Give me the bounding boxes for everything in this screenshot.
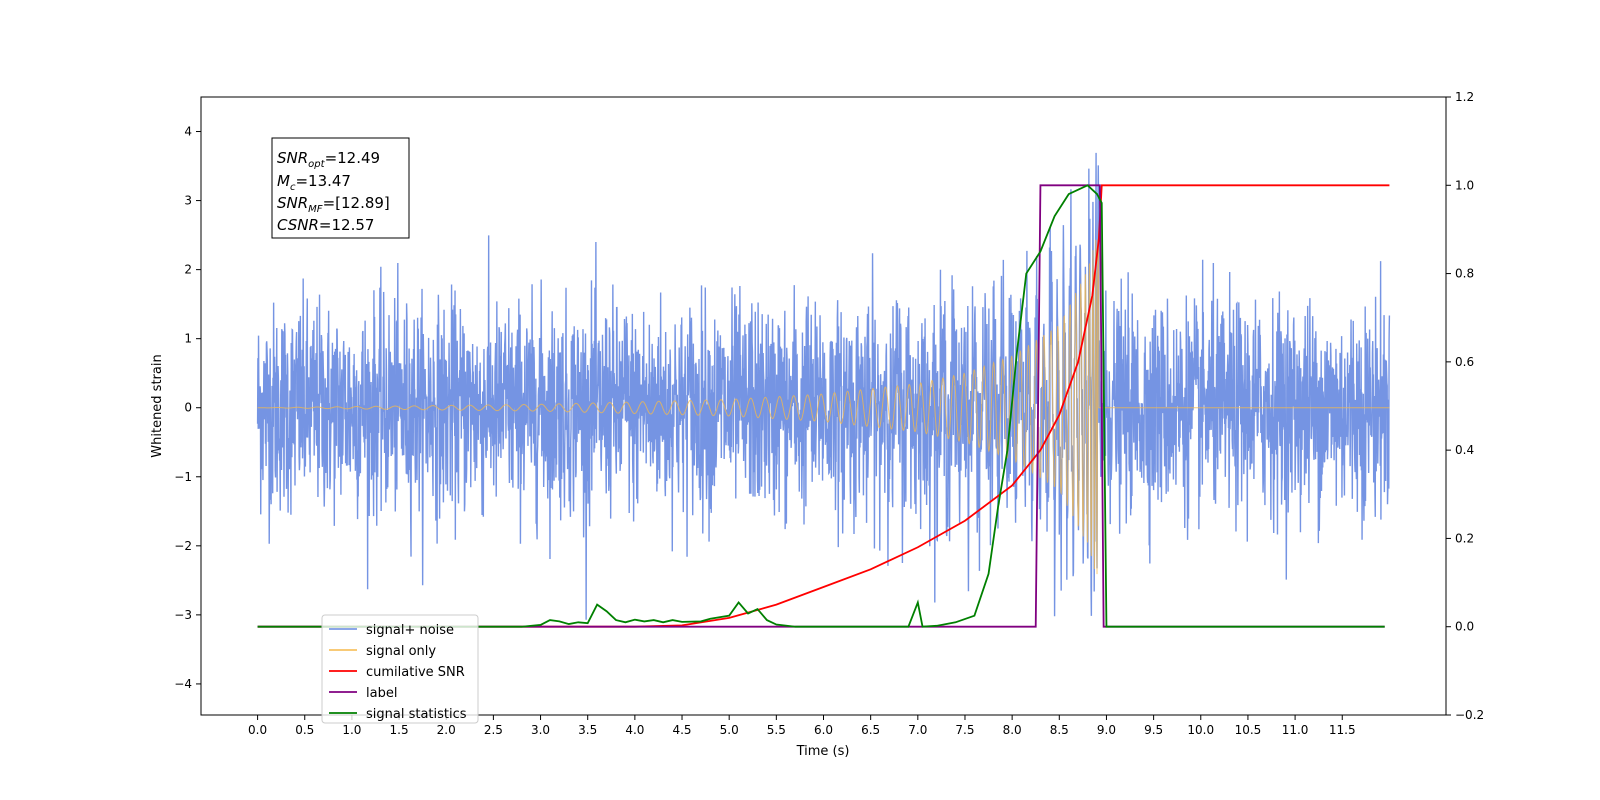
x-axis: 0.0 0.5 1.0 1.5 2.0 2.5 3.0 3.5 4.0 4.5 5.0 5.5 6.0 6… (248, 715, 1356, 737)
series-signal-noise-line (256, 152, 1391, 620)
x-tick-label: 1.0 (342, 723, 361, 737)
legend-label: signal+ noise (366, 623, 454, 638)
x-tick-label: 3.0 (531, 723, 550, 737)
legend-label: label (366, 686, 397, 701)
x-tick-label: 3.5 (578, 723, 597, 737)
x-tick-label: 2.0 (437, 723, 456, 737)
legend-item-signal-noise: signal+ noise (329, 623, 454, 638)
y2-tick-label: −0.2 (1455, 708, 1484, 722)
y2-tick-label: 0.6 (1455, 355, 1474, 369)
legend-label: signal statistics (366, 707, 467, 722)
legend-item-label: label (329, 686, 397, 701)
x-tick-label: 0.5 (295, 723, 314, 737)
series-cumulative-snr-line (257, 184, 1390, 628)
y-tick-label: 3 (184, 194, 192, 208)
legend-item-signal-statistics: signal statistics (329, 707, 467, 722)
x-tick-label: 7.0 (908, 723, 927, 737)
y-tick-label: 0 (184, 401, 192, 415)
y2-tick-label: 0.2 (1455, 531, 1474, 545)
legend: signal+ noise signal only cumilative SNR la… (321, 614, 479, 724)
x-tick-label: 1.5 (390, 723, 409, 737)
x-tick-label: 4.0 (625, 723, 644, 737)
x-tick-label: 4.5 (672, 723, 691, 737)
y2-tick-label: 0.0 (1455, 620, 1474, 634)
x-tick-label: 11.5 (1329, 723, 1356, 737)
x-tick-label: 2.5 (484, 723, 503, 737)
series-signal-statistics-line (257, 184, 1385, 628)
y2-tick-label: 0.8 (1455, 267, 1474, 281)
stat-snr-opt: SNRopt=12.49 (277, 149, 380, 170)
x-tick-label: 5.5 (767, 723, 786, 737)
y-tick-label: −3 (174, 608, 192, 622)
x-tick-label: 6.5 (861, 723, 880, 737)
stat-mc: Mc=13.47 (277, 172, 351, 193)
x-tick-label: 6.0 (814, 723, 833, 737)
x-tick-label: 7.5 (955, 723, 974, 737)
stats-annotation-box: SNRopt=12.49 Mc=13.47 SNRMF=[12.89] CSNR… (271, 137, 410, 239)
x-axis-label: Time (s) (796, 744, 850, 759)
y-tick-label: 2 (184, 263, 192, 277)
y2-tick-label: 1.2 (1455, 90, 1474, 104)
y-tick-label: −1 (174, 470, 192, 484)
legend-item-cumulative-snr: cumilative SNR (329, 665, 465, 680)
stat-snr-mf: SNRMF=[12.89] (277, 194, 390, 215)
y-tick-label: 1 (184, 332, 192, 346)
x-tick-label: 0.0 (248, 723, 267, 737)
y-axis-left: 4 3 2 1 0 −1 −2 −3 −4 (174, 125, 201, 691)
y-tick-label: −4 (174, 677, 192, 691)
x-tick-label: 11.0 (1282, 723, 1309, 737)
y-tick-label: 4 (184, 125, 192, 139)
x-tick-label: 9.0 (1097, 723, 1116, 737)
legend-label: signal only (366, 644, 436, 659)
x-tick-label: 5.0 (720, 723, 739, 737)
x-tick-label: 8.5 (1050, 723, 1069, 737)
legend-label: cumilative SNR (366, 665, 465, 680)
series-signal-only-line (257, 239, 1390, 575)
x-tick-label: 9.5 (1144, 723, 1163, 737)
x-tick-label: 10.0 (1187, 723, 1214, 737)
stat-csnr: CSNR=12.57 (277, 216, 374, 234)
x-tick-label: 8.0 (1003, 723, 1022, 737)
legend-item-signal-only: signal only (329, 644, 436, 659)
signal-only-path (257, 239, 1390, 575)
signal-noise-path (256, 152, 1391, 620)
y2-tick-label: 0.4 (1455, 443, 1474, 457)
y-tick-label: −2 (174, 539, 192, 553)
y-axis-label: Whitened strain (150, 354, 165, 457)
y2-tick-label: 1.0 (1455, 178, 1474, 192)
y-axis-right: 1.2 1.0 0.8 0.6 0.4 0.2 0.0 −0.2 (1446, 90, 1484, 722)
x-tick-label: 10.5 (1235, 723, 1262, 737)
